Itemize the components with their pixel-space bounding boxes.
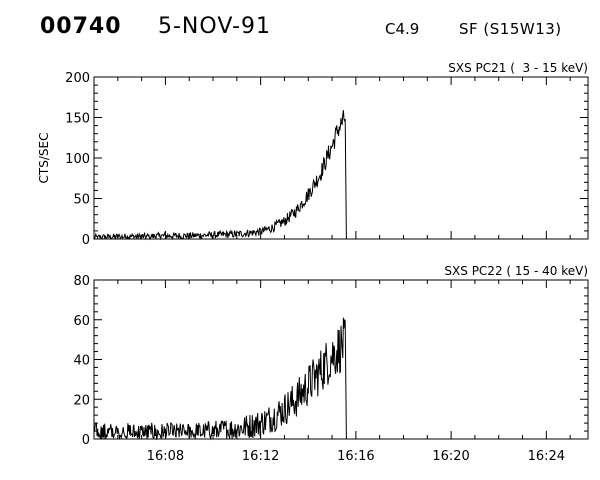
flare-class: C4.9 xyxy=(385,20,420,38)
series-line xyxy=(93,110,347,241)
y-tick-label: 200 xyxy=(65,71,90,86)
y-tick-label: 20 xyxy=(73,393,90,408)
chart-title: SXS PC21 ( 3 - 15 keV) xyxy=(448,61,588,75)
plot-frame xyxy=(93,76,589,240)
x-tick-label: 16:24 xyxy=(528,449,565,464)
y-tick-label: 80 xyxy=(73,274,90,289)
y-tick-label: 0 xyxy=(82,233,90,248)
y-tick-label: 50 xyxy=(73,193,90,208)
y-axis-label: CTS/SEC xyxy=(37,133,51,184)
y-tick-label: 150 xyxy=(65,112,90,127)
x-tick-label: 16:12 xyxy=(242,449,279,464)
event-date: 5-NOV-91 xyxy=(158,14,272,39)
series-line xyxy=(93,317,347,441)
y-tick-label: 100 xyxy=(65,152,90,167)
y-tick-label: 0 xyxy=(82,433,90,448)
event-number: 00740 xyxy=(40,14,122,39)
chart-title: SXS PC22 ( 15 - 40 keV) xyxy=(444,264,588,278)
x-tick-label: 16:20 xyxy=(432,449,469,464)
y-tick-label: 40 xyxy=(73,354,90,369)
x-tick-label: 16:08 xyxy=(147,449,184,464)
y-tick-label: 60 xyxy=(73,314,90,329)
flare-location: SF (S15W13) xyxy=(459,20,562,38)
x-tick-label: 16:16 xyxy=(337,449,374,464)
